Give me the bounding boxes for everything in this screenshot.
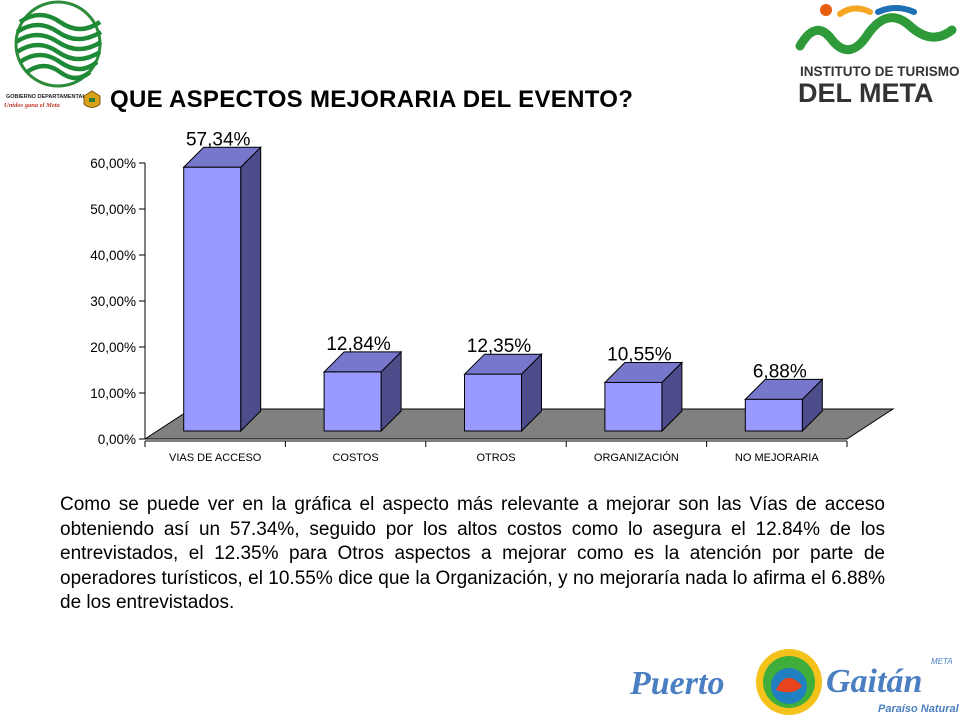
instituto-turismo-logo: INSTITUTO DE TURISMO DEL META [795, 4, 960, 108]
y-tick-label: 50,00% [90, 202, 136, 217]
gaitan-logo-word1: Puerto [629, 665, 724, 702]
y-tick-label: 40,00% [90, 248, 136, 263]
turismo-logo-line1: INSTITUTO DE TURISMO [800, 64, 960, 79]
description-paragraph: Como se puede ver en la gráfica el aspec… [60, 494, 885, 613]
x-tick-label: COSTOS [332, 452, 378, 464]
turismo-logo-line2: DEL META [798, 78, 934, 108]
data-label: 12,84% [326, 334, 391, 355]
bar [183, 166, 242, 432]
data-label: 6,88% [753, 361, 807, 382]
x-tick-label: ORGANIZACIÓN [594, 451, 679, 464]
bar-side [240, 146, 262, 433]
data-label: 10,55% [607, 344, 672, 365]
data-label: 12,35% [467, 336, 532, 357]
bar [744, 398, 803, 432]
page-title: QUE ASPECTOS MEJORARIA DEL EVENTO? [110, 86, 634, 113]
gobierno-departamental-logo: GOBIERNO DEPARTAMENTAL Unidos gana el Me… [4, 0, 103, 109]
y-tick-label: 0,00% [98, 432, 136, 447]
gaitan-logo-word2: Gaitán [826, 663, 922, 700]
puerto-gaitan-logo: Puerto Gaitán META Paraíso Natural [626, 642, 960, 720]
bar [323, 371, 382, 432]
crest-icon [83, 90, 101, 108]
y-tick-label: 60,00% [90, 156, 136, 171]
sun-parrot-icon [756, 649, 822, 715]
gobierno-logo-line1: GOBIERNO DEPARTAMENTAL [6, 94, 86, 100]
gaitan-logo-tagline: Paraíso Natural [878, 703, 960, 715]
gobierno-logo-line2: Unidos gana el Meta [4, 102, 61, 109]
x-tick-label: NO MEJORARIA [735, 452, 819, 464]
y-tick-label: 30,00% [90, 294, 136, 309]
y-tick-label: 20,00% [90, 340, 136, 355]
y-tick-label: 10,00% [90, 386, 136, 401]
bar [464, 373, 522, 432]
gaitan-logo-meta: META [931, 657, 953, 666]
bar [604, 381, 663, 432]
data-label: 57,34% [186, 130, 251, 150]
x-tick-label: OTROS [476, 452, 515, 464]
x-tick-label: VIAS DE ACCESO [169, 452, 262, 464]
bar-chart: 0,00% 10,00% 20,00% 30,00% 40,00% 50,00% 60,00… [90, 130, 895, 464]
